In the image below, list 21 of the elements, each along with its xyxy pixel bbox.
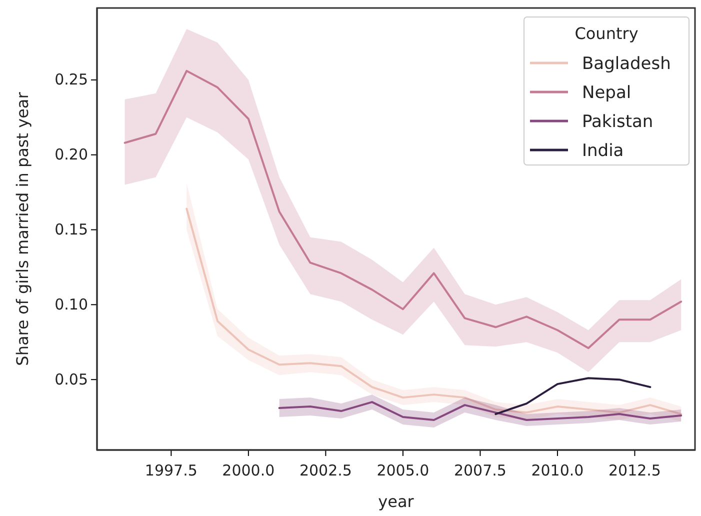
line-series	[494, 377, 652, 416]
x-tick-label: 2005.0	[376, 462, 430, 480]
x-axis-title: year	[378, 492, 414, 511]
y-tick-label: 0.10	[54, 295, 88, 314]
x-tick-label: 2000.0	[222, 462, 275, 480]
legend-label: Pakistan	[582, 112, 654, 132]
legend-label: India	[582, 141, 624, 161]
x-tick-label: 1997.5	[144, 462, 198, 480]
line-series	[278, 401, 682, 422]
y-tick-label: 0.25	[54, 70, 88, 89]
x-tick-label: 2002.5	[299, 462, 352, 480]
x-tick-label: 2007.5	[454, 462, 506, 480]
legend-title: Country	[574, 24, 638, 43]
y-tick-label: 0.20	[54, 146, 88, 164]
x-tick-label: 2010.0	[531, 462, 584, 480]
y-tick-label: 0.05	[54, 370, 88, 388]
legend-label: Bagladesh	[582, 54, 671, 74]
y-axis-title: Share of girls married in past year	[13, 92, 32, 366]
legend-label: Nepal	[582, 83, 632, 103]
y-tick-label: 0.15	[54, 220, 88, 239]
x-tick-label: 2012.5	[608, 462, 661, 480]
